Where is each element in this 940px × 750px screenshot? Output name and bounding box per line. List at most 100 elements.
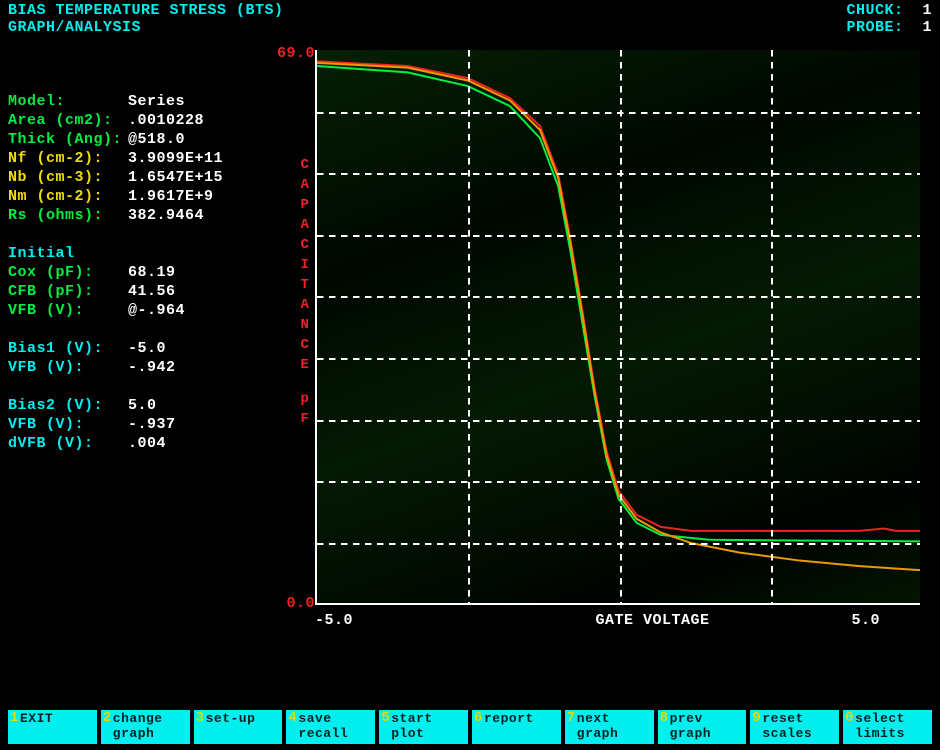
param-label: Bias2 (V): [8,396,128,415]
grid-line-v [771,50,773,603]
param-label: VFB (V): [8,301,128,320]
param-value: @-.964 [128,301,185,320]
param-value: 1.9617E+9 [128,187,214,206]
header-bar: BIAS TEMPERATURE STRESS (BTS) GRAPH/ANAL… [0,0,940,36]
grid-line-h [317,358,920,360]
title-line2: GRAPH/ANALYSIS [8,19,284,36]
param-label: Thick (Ang): [8,130,128,149]
fkey-exit[interactable]: 1EXIT [8,710,97,744]
fkey-number: 6 [474,711,484,743]
fkey-number: 2 [103,711,113,743]
fkey-label: start plot [391,711,433,743]
param-value: -.937 [128,415,176,434]
fkey-label: set-up [206,711,256,743]
cv-curves [317,50,920,603]
param-label: Model: [8,92,128,111]
fkey-next[interactable]: 7next graph [565,710,654,744]
x-axis-max: 5.0 [825,612,905,629]
fkey-start[interactable]: 5start plot [379,710,468,744]
param-value: -.942 [128,358,176,377]
grid-line-h [317,112,920,114]
param-value: 3.9099E+11 [128,149,223,168]
fkey-select[interactable]: 0select limits [843,710,932,744]
param-row: Bias2 (V):5.0 [8,396,300,415]
grid-line-h [317,173,920,175]
param-row: Rs (ohms):382.9464 [8,206,300,225]
param-label: Bias1 (V): [8,339,128,358]
param-value: 382.9464 [128,206,204,225]
param-row: dVFB (V):.004 [8,434,300,453]
function-key-menu: 1EXIT2change graph3set-up4save recall5st… [0,710,940,744]
grid-line-h [317,543,920,545]
grid-line-v [620,50,622,603]
fkey-label: EXIT [20,711,53,743]
fkey-number: 3 [196,711,206,743]
fkey-number: 5 [381,711,391,743]
param-value: .004 [128,434,166,453]
fkey-change[interactable]: 2change graph [101,710,190,744]
param-label: Area (cm2): [8,111,128,130]
param-value: 41.56 [128,282,176,301]
fkey-label: next graph [577,711,619,743]
param-value: 1.6547E+15 [128,168,223,187]
probe-value: 1 [922,19,932,36]
param-row: Thick (Ang):@518.0 [8,130,300,149]
param-label: CFB (pF): [8,282,128,301]
fkey-label: report [484,711,534,743]
main-area: Model:SeriesArea (cm2):.0010228Thick (An… [0,40,940,640]
param-label: dVFB (V): [8,434,128,453]
x-axis-labels: -5.0 GATE VOLTAGE 5.0 [300,612,905,629]
fkey-number: 4 [288,711,298,743]
y-axis-min: 0.0 [255,595,315,612]
param-row: Nb (cm-3):1.6547E+15 [8,168,300,187]
y-axis-max: 69.0 [255,45,315,62]
grid-line-h [317,235,920,237]
param-row: Model:Series [8,92,300,111]
x-axis-min: -5.0 [300,612,380,629]
header-title: BIAS TEMPERATURE STRESS (BTS) GRAPH/ANAL… [8,2,284,36]
param-value: Series [128,92,185,111]
fkey-label: change graph [113,711,163,743]
fkey-reset[interactable]: 9reset scales [750,710,839,744]
param-label: Rs (ohms): [8,206,128,225]
grid-line-h [317,481,920,483]
param-value: .0010228 [128,111,204,130]
fkey-report[interactable]: 6report [472,710,561,744]
fkey-number: 9 [752,711,762,743]
fkey-label: reset scales [762,711,812,743]
grid-line-v [468,50,470,603]
param-label: VFB (V): [8,358,128,377]
cv-plot[interactable] [315,50,920,605]
param-value: 5.0 [128,396,157,415]
probe-label: PROBE: [846,19,903,36]
grid-line-h [317,420,920,422]
param-value: 68.19 [128,263,176,282]
fkey-number: 0 [845,711,855,743]
chart-area: 69.0 0.0 CAPACITANCEpF -5.0 GATE VOLTAGE… [300,40,940,640]
x-axis-title: GATE VOLTAGE [380,612,825,629]
fkey-number: 1 [10,711,20,743]
fkey-save[interactable]: 4save recall [286,710,375,744]
header-status: CHUCK: 1 PROBE: 1 [846,2,932,36]
title-line1: BIAS TEMPERATURE STRESS (BTS) [8,2,284,19]
fkey-prev[interactable]: 8prev graph [658,710,747,744]
fkey-set-up[interactable]: 3set-up [194,710,283,744]
param-row: Bias1 (V):-5.0 [8,339,300,358]
param-row: CFB (pF):41.56 [8,282,300,301]
curve-bias2 [317,63,920,570]
fkey-number: 8 [660,711,670,743]
grid-line-h [317,296,920,298]
fkey-label: save recall [298,711,348,743]
fkey-number: 7 [567,711,577,743]
initial-header: Initial [8,244,300,263]
chuck-label: CHUCK: [846,2,903,19]
param-row: VFB (V):-.937 [8,415,300,434]
param-label: VFB (V): [8,415,128,434]
fkey-label: prev graph [670,711,712,743]
param-row: Cox (pF):68.19 [8,263,300,282]
y-axis-title: CAPACITANCEpF [295,155,315,429]
param-label: Cox (pF): [8,263,128,282]
fkey-label: select limits [855,711,905,743]
param-row: Nm (cm-2):1.9617E+9 [8,187,300,206]
param-row: VFB (V):-.942 [8,358,300,377]
